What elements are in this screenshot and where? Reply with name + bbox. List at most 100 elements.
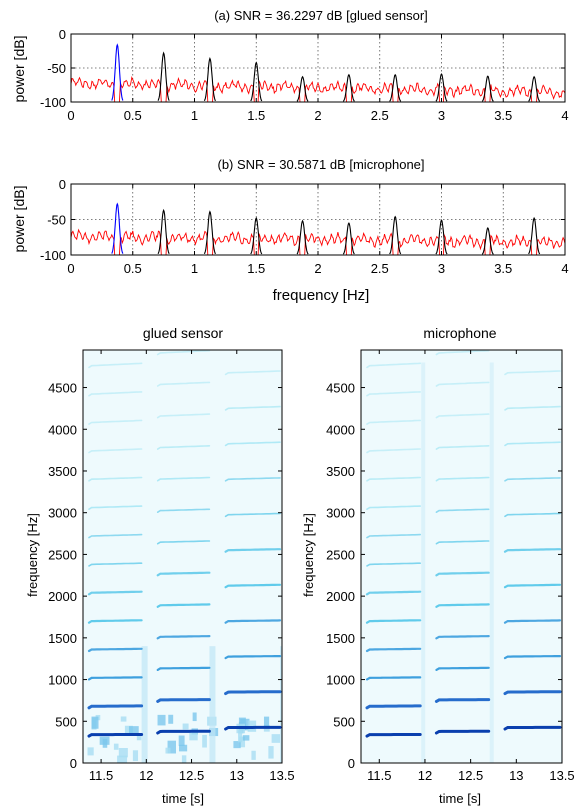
harmonic-line	[435, 381, 490, 387]
spectral-energy	[271, 734, 281, 743]
harmonic-peak	[342, 73, 355, 102]
harmonic-line	[365, 590, 422, 596]
x-tick-label: 12.5	[458, 768, 483, 783]
x-tick-label: 12.5	[179, 768, 204, 783]
harmonic-line	[156, 571, 211, 577]
harmonic-peak	[157, 51, 170, 101]
harmonic-line	[503, 690, 562, 696]
noise-series	[71, 75, 565, 102]
harmonic-line	[87, 676, 143, 681]
spectral-energy	[239, 736, 246, 748]
spectrogram-left-title: glued sensor	[143, 325, 224, 341]
x-tick-label: 2.5	[371, 108, 389, 123]
spectral-energy	[182, 723, 189, 730]
harmonic-peak	[203, 210, 216, 255]
harmonic-line	[156, 413, 211, 419]
spectrogram-background	[361, 350, 562, 763]
panel-b-ylabel: power [dB]	[11, 186, 27, 253]
spectral-energy	[124, 725, 133, 736]
y-tick-label: 2000	[326, 589, 355, 604]
y-tick-label: 1500	[48, 631, 77, 646]
harmonic-peak	[528, 75, 541, 102]
spectral-energy	[136, 733, 142, 741]
x-tick-label: 3.5	[494, 108, 512, 123]
spectral-energy	[157, 714, 166, 726]
x-tick-label: 12	[139, 768, 153, 783]
harmonic-peak	[296, 219, 309, 255]
harmonic-line	[156, 729, 211, 735]
harmonic-line	[224, 725, 282, 731]
harmonic-peak	[250, 61, 263, 102]
x-tick-label: 3.5	[494, 261, 512, 276]
harmonic-line	[156, 508, 211, 514]
harmonic-line	[224, 441, 281, 447]
x-tick-label: 1.5	[247, 108, 265, 123]
spectrogram-marks	[365, 350, 562, 763]
transient-band	[280, 646, 282, 763]
harmonic-peak	[435, 73, 448, 102]
harmonic-line	[156, 634, 211, 640]
spectral-energy	[165, 747, 171, 754]
x-tick-label: 11.5	[89, 768, 113, 783]
harmonic-line	[88, 362, 143, 369]
x-tick-label: 2	[314, 108, 321, 123]
spectral-energy	[117, 755, 128, 763]
harmonic-line	[156, 381, 211, 387]
transient-band	[421, 362, 426, 763]
spectral-energy	[168, 714, 174, 724]
harmonic-line	[503, 654, 562, 660]
harmonic-line	[88, 505, 143, 511]
x-tick-label: 0	[67, 261, 74, 276]
x-tick-label: 13.5	[269, 768, 294, 783]
harmonic-line	[366, 391, 422, 397]
harmonic-line	[366, 476, 422, 482]
harmonic-line	[435, 476, 490, 482]
harmonic-line	[365, 647, 422, 653]
transient-band	[209, 646, 216, 763]
harmonic-line	[156, 603, 211, 608]
harmonic-line	[88, 391, 143, 397]
y-tick-label: -50	[47, 61, 66, 76]
y-tick-label: 3000	[326, 506, 355, 521]
harmonic-line	[156, 476, 211, 482]
spectral-energy	[87, 747, 94, 756]
y-tick-label: 1000	[48, 673, 77, 688]
spectral-energy	[181, 755, 187, 763]
harmonic-line	[365, 619, 422, 624]
x-tick-label: 4	[561, 261, 568, 276]
spectrogram-background	[83, 350, 282, 763]
harmonic-line	[88, 419, 143, 425]
x-tick-label: 3	[438, 261, 445, 276]
noise-series	[71, 228, 565, 255]
harmonic-line	[365, 733, 422, 738]
y-tick-label: 2000	[48, 589, 77, 604]
spectral-energy	[113, 743, 119, 750]
harmonic-line	[435, 444, 490, 450]
harmonic-line	[88, 533, 143, 539]
harmonic-line	[435, 634, 490, 640]
panel-b-title: (b) SNR = 30.5871 dB [microphone]	[217, 157, 424, 172]
harmonic-line	[88, 562, 143, 567]
spectral-energy	[102, 738, 108, 748]
x-tick-label: 12	[418, 768, 432, 783]
y-tick-label: 500	[333, 714, 355, 729]
harmonic-line	[504, 512, 561, 518]
harmonic-line	[224, 690, 282, 696]
spectral-energy	[233, 741, 241, 749]
harmonic-line	[224, 477, 281, 482]
harmonic-line	[366, 448, 422, 454]
harmonic-line	[156, 666, 211, 672]
harmonic-line	[224, 512, 281, 518]
harmonic-line	[224, 370, 281, 376]
y-tick-label: 3500	[48, 464, 77, 479]
spectral-energy	[178, 735, 185, 747]
y-tick-label: 4000	[48, 422, 77, 437]
panel-b-plot: 0 0.5 1 1.5 2 2.5 3 3.5 4 0 -50 -100	[40, 177, 569, 276]
harmonic-line	[156, 444, 211, 450]
x-tick-label: 11.5	[367, 768, 391, 783]
harmonic-line	[88, 448, 143, 454]
y-tick-label: 0	[348, 756, 355, 771]
y-tick-label: 500	[55, 714, 77, 729]
x-tick-label: 1	[191, 108, 198, 123]
